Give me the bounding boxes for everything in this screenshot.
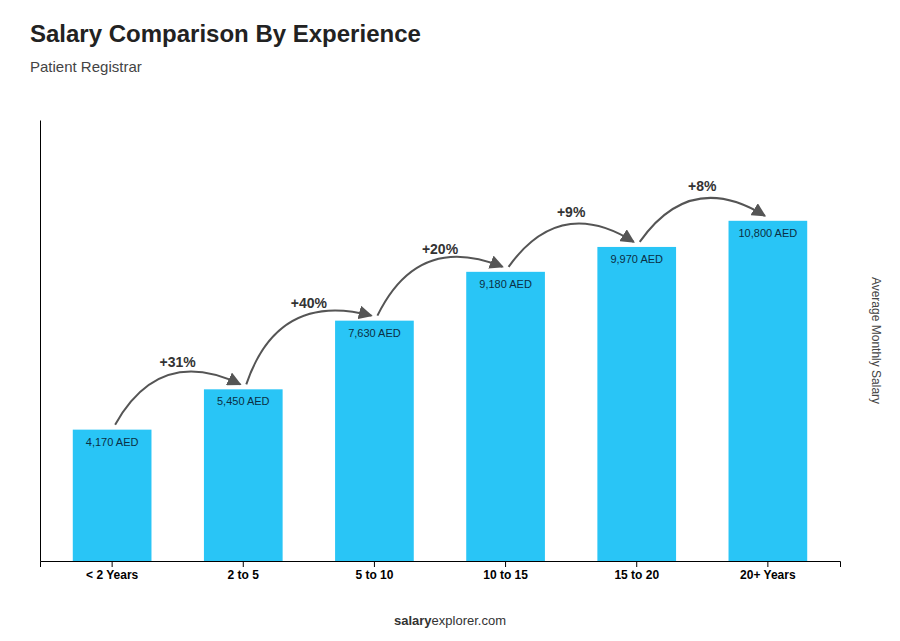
x-tick-label: < 2 Years [86,568,138,582]
chart: Salary Comparison By Experience Patient R… [0,0,900,641]
x-tick: 20+ Years [740,561,796,582]
x-tick-label: 20+ Years [740,568,796,582]
bar [597,247,676,561]
plot-area [73,221,807,561]
x-axis: < 2 Years 2 to 5 5 to 10 10 to 15 15 to 20 20… [41,561,841,582]
footer: salaryexplorer.com [394,613,506,628]
change-arrow [509,224,634,267]
change-label: +40% [291,295,328,311]
x-tick: 10 to 15 [483,561,528,582]
change-label: +31% [160,354,197,370]
y-axis-line [40,121,41,562]
annotations: +31% +40% +20% +9% +8% [115,178,765,424]
bar [335,321,414,561]
bar [729,221,808,561]
data-labels: 4,170 AED 5,450 AED 7,630 AED 9,180 AED 9,97… [86,227,797,448]
title: Salary Comparison By Experience [30,20,421,47]
change-arrow [640,198,765,242]
bar [73,430,152,561]
x-tick-label: 2 to 5 [228,568,260,582]
x-tick: 5 to 10 [355,561,393,582]
bar [204,389,283,561]
x-tick-label: 15 to 20 [614,568,659,582]
x-tick-label: 10 to 15 [483,568,528,582]
x-tick-mark [374,561,375,567]
x-tick: 2 to 5 [228,561,260,582]
x-tick-mark [243,561,244,567]
data-label: 9,180 AED [479,278,532,290]
data-label: 7,630 AED [348,327,401,339]
data-label: 9,970 AED [610,253,663,265]
x-tick-label: 5 to 10 [355,568,393,582]
change-arrow [246,310,371,384]
x-tick: < 2 Years [86,561,138,582]
change-label: +20% [422,241,459,257]
y-axis [40,121,41,562]
data-label: 4,170 AED [86,436,139,448]
x-tick: 15 to 20 [614,561,659,582]
x-tick-mark [767,561,768,567]
change-arrow [377,257,502,316]
subtitle: Patient Registrar [30,58,142,75]
footer-part: salary [394,613,432,628]
x-axis-line [41,562,841,568]
data-label: 5,450 AED [217,395,270,407]
change-label: +9% [557,204,586,220]
x-tick-mark [636,561,637,567]
footer-part: explorer.com [432,613,506,628]
x-tick-mark [112,561,113,567]
y-axis-title: Average Monthly Salary [869,277,883,404]
bar [466,272,545,561]
data-label: 10,800 AED [739,227,798,239]
change-arrow [115,372,240,425]
x-tick-mark [505,561,506,567]
change-label: +8% [688,178,717,194]
